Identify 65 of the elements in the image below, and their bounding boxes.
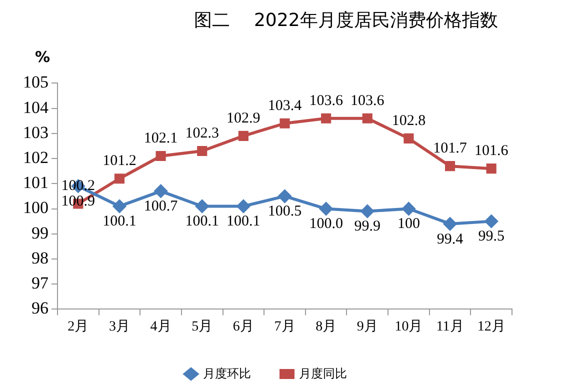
data-label: 103.4 — [268, 98, 302, 114]
data-label: 99.9 — [354, 218, 381, 235]
chart-title: 图二 2022年月度居民消费价格指数 — [193, 9, 499, 32]
legend-label: 月度环比 — [203, 366, 251, 380]
x-tick-label: 7月 — [274, 319, 296, 334]
point — [402, 202, 416, 216]
x-tick-label: 3月 — [108, 319, 130, 334]
y-tick-label: 102 — [23, 148, 48, 167]
point — [238, 130, 248, 141]
data-label: 100.1 — [102, 214, 136, 230]
point — [484, 214, 498, 228]
data-label: 101.6 — [474, 143, 509, 160]
point — [280, 118, 290, 128]
y-tick-label: 100 — [23, 198, 48, 218]
y-tick-label: 105 — [23, 72, 48, 92]
y-axis-title: % — [35, 48, 50, 66]
data-label: 100.1 — [185, 214, 219, 230]
x-tick-label: 4月 — [150, 319, 172, 334]
x-tick-label: 11月 — [436, 319, 464, 334]
point — [196, 200, 209, 213]
data-label: 100.7 — [144, 198, 178, 215]
point — [278, 190, 292, 203]
x-tick-label: 9月 — [356, 319, 378, 334]
point — [320, 202, 333, 216]
data-label: 101.7 — [433, 140, 468, 157]
point — [321, 113, 332, 124]
point — [404, 133, 414, 144]
point — [444, 161, 456, 172]
x-tick-label: 8月 — [316, 319, 337, 334]
data-label: 103.6 — [309, 92, 344, 109]
data-label: 102.3 — [185, 125, 219, 142]
x-tick-label: 5月 — [192, 319, 213, 334]
x-tick-label: 6月 — [232, 319, 254, 334]
point — [362, 113, 372, 124]
y-tick-label: 101 — [23, 173, 48, 192]
data-label: 102.8 — [392, 112, 426, 129]
data-label: 101.2 — [102, 153, 136, 170]
y-tick-label: 104 — [23, 98, 49, 117]
x-tick-label: 2月 — [68, 319, 89, 334]
data-label: 100.0 — [309, 216, 343, 232]
point — [236, 200, 250, 213]
point — [114, 174, 125, 184]
point — [154, 184, 168, 198]
data-label: 100 — [397, 216, 420, 232]
data-label: 102.1 — [144, 130, 178, 146]
point — [112, 200, 126, 213]
point — [360, 204, 374, 218]
data-label: 99.4 — [436, 231, 464, 248]
y-tick-label: 97 — [32, 274, 49, 293]
y-tick-label: 103 — [23, 122, 48, 142]
data-label: 102.9 — [226, 110, 260, 126]
point — [197, 146, 208, 156]
data-label: 103.6 — [350, 92, 385, 109]
data-label: 100.1 — [226, 214, 260, 230]
x-tick-label: 12月 — [477, 319, 506, 334]
x-tick-label: 10月 — [394, 319, 423, 334]
data-label: 99.5 — [478, 228, 504, 245]
y-tick-label: 98 — [32, 248, 48, 268]
y-tick-label: 99 — [32, 223, 48, 242]
point — [444, 217, 457, 230]
point — [156, 150, 166, 162]
legend-label: 月度同比 — [299, 366, 347, 380]
y-tick-label: 96 — [32, 298, 48, 318]
point — [486, 164, 496, 174]
data-label: 100.5 — [268, 204, 302, 220]
